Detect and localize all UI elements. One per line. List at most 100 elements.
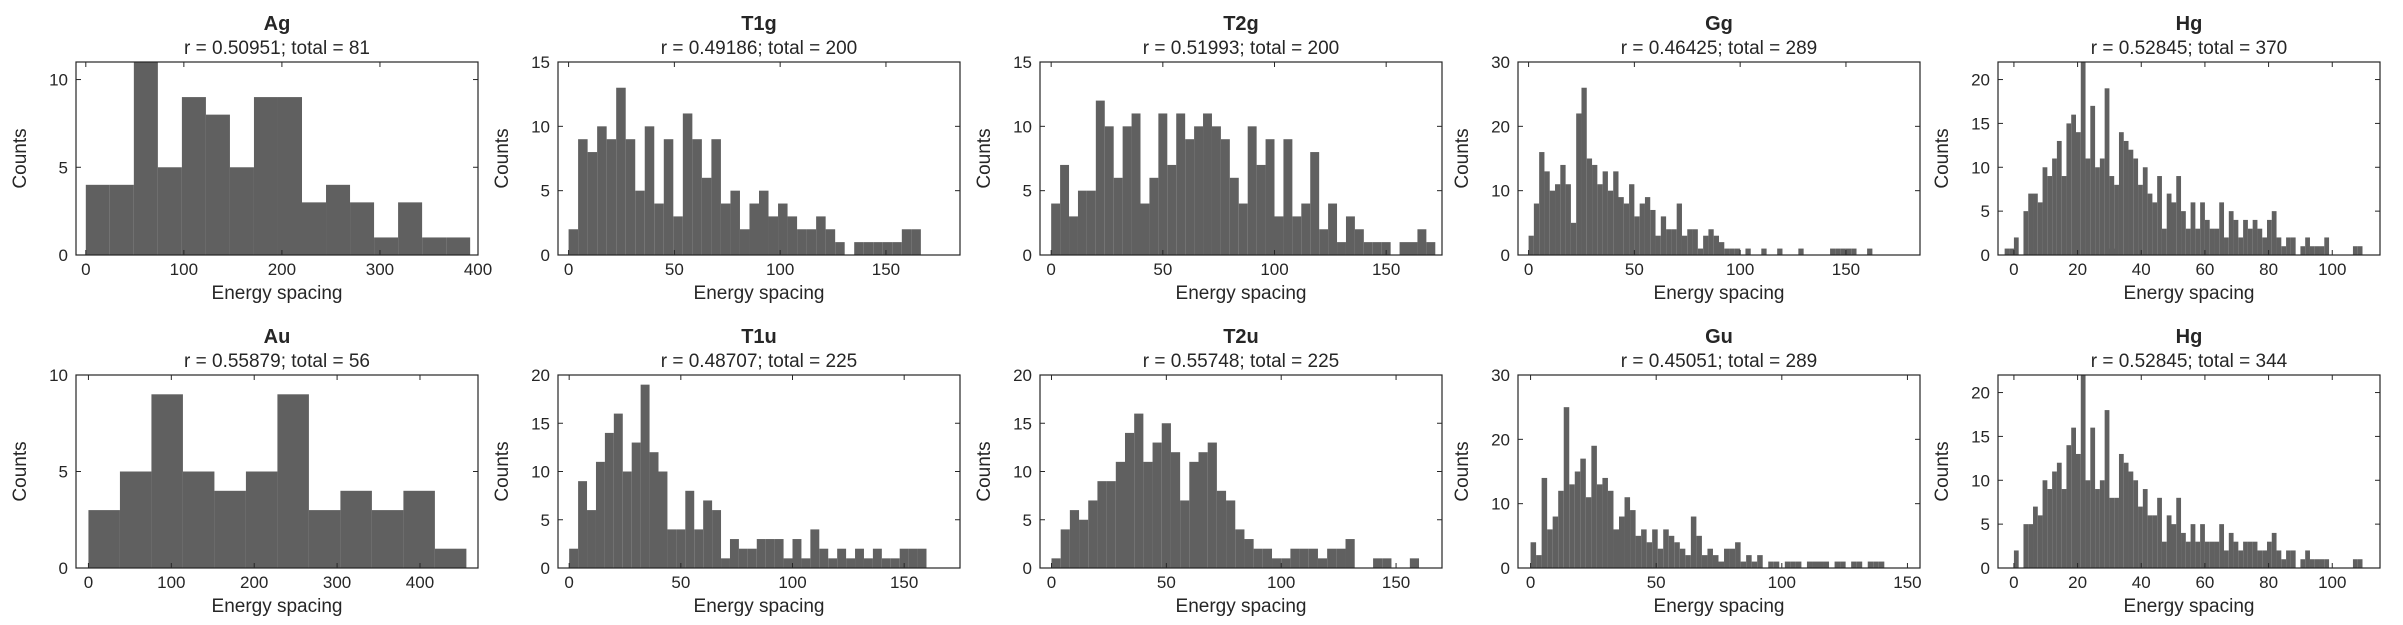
- histogram-bar: [685, 490, 695, 568]
- histogram-bar: [1226, 500, 1236, 568]
- histogram-bar: [673, 216, 683, 255]
- histogram-bar: [890, 558, 900, 568]
- panel-subtitle: r = 0.50951; total = 81: [184, 38, 370, 59]
- histogram-bar: [2099, 158, 2105, 255]
- y-tick-label: 5: [59, 158, 68, 177]
- histogram-bar: [2161, 541, 2167, 568]
- histogram-bar: [2114, 184, 2119, 255]
- y-tick-label: 0: [541, 559, 550, 578]
- histogram-bar: [2190, 524, 2196, 568]
- histogram-bar: [649, 452, 659, 568]
- histogram-bar: [2056, 140, 2062, 255]
- histogram-bar: [606, 139, 617, 255]
- histogram-bar: [828, 558, 838, 568]
- histogram-bar: [1597, 184, 1603, 255]
- histogram-bar: [2037, 515, 2043, 568]
- histogram-bar: [663, 139, 674, 255]
- x-axis-label: Energy spacing: [1176, 596, 1307, 617]
- histogram-bar: [825, 229, 836, 255]
- y-tick-label: 0: [1501, 559, 1510, 578]
- x-tick-label: 50: [671, 573, 690, 592]
- histogram-bar: [2037, 202, 2043, 255]
- histogram-bar: [214, 490, 246, 568]
- x-tick-label: 60: [2195, 573, 2214, 592]
- histogram-bar: [403, 490, 435, 568]
- histogram-bar: [2214, 541, 2220, 568]
- histogram-bar: [1729, 548, 1736, 568]
- histogram-bar: [1613, 529, 1620, 568]
- histogram-bar: [2190, 202, 2196, 255]
- histogram-bar: [749, 203, 759, 255]
- histogram-bar: [2133, 158, 2139, 255]
- histogram-bar: [1712, 555, 1719, 568]
- y-tick-label: 5: [541, 511, 550, 530]
- y-axis-label: Counts: [10, 128, 31, 188]
- histogram-bar: [654, 203, 664, 255]
- histogram-bar: [1301, 203, 1311, 255]
- histogram-bar: [1060, 529, 1070, 568]
- histogram-bar: [1229, 177, 1239, 255]
- y-axis-label: Counts: [492, 441, 513, 501]
- histogram-bar: [1707, 548, 1713, 568]
- panel-subtitle: r = 0.55879; total = 56: [184, 351, 370, 372]
- y-axis-label: Counts: [1932, 128, 1953, 188]
- histogram-bar: [1409, 558, 1420, 568]
- histogram-bar: [151, 394, 183, 568]
- histogram-bar: [2071, 114, 2076, 256]
- histogram-bar: [2305, 237, 2310, 255]
- histogram-bar: [911, 229, 921, 255]
- histogram-bar: [2266, 541, 2272, 568]
- histogram-bar: [2042, 167, 2048, 255]
- histogram-bar: [2171, 202, 2177, 255]
- histogram-bar: [1207, 442, 1217, 568]
- histogram-bar: [371, 510, 404, 568]
- histogram-bar: [846, 558, 856, 568]
- histogram-bar: [806, 229, 817, 255]
- histogram-bar: [2290, 550, 2296, 568]
- histogram-bar: [765, 539, 775, 568]
- histogram-bar: [1867, 561, 1874, 568]
- histogram-bar: [711, 139, 721, 255]
- histogram-bar: [1652, 529, 1658, 568]
- histogram-bar: [1878, 561, 1885, 568]
- histogram-bar: [1668, 535, 1675, 568]
- x-tick-label: 20: [2068, 573, 2087, 592]
- histogram-bar: [1549, 190, 1556, 255]
- histogram-bar: [2228, 532, 2234, 568]
- y-tick-label: 0: [1023, 246, 1032, 265]
- y-axis-label: Counts: [492, 128, 513, 188]
- histogram-bar: [2118, 453, 2124, 568]
- x-tick-label: 300: [323, 573, 351, 592]
- panel-subtitle: r = 0.46425; total = 289: [1621, 38, 1818, 59]
- histogram-bar: [2195, 228, 2201, 255]
- histogram-bar: [350, 202, 375, 255]
- histogram-bar: [595, 461, 605, 568]
- x-tick-label: 50: [1157, 573, 1176, 592]
- histogram-bar: [1777, 248, 1783, 255]
- histogram-bar: [326, 184, 351, 255]
- histogram-bar: [1724, 248, 1730, 255]
- histogram-bar: [2099, 480, 2105, 568]
- histogram-bar: [667, 529, 677, 568]
- histogram-bar: [2276, 237, 2282, 255]
- histogram-bar: [1235, 529, 1245, 568]
- histogram-bar: [1657, 548, 1664, 568]
- histogram-bar: [2166, 193, 2172, 255]
- histogram-bar: [1106, 481, 1116, 568]
- histogram-bar: [2142, 167, 2148, 255]
- axes-box: [1997, 374, 2381, 569]
- histogram-bar: [1290, 548, 1300, 568]
- panel-title: T1u: [741, 326, 777, 348]
- histogram-bar: [1812, 561, 1818, 568]
- histogram-bar: [778, 203, 788, 255]
- histogram-bar: [2028, 524, 2034, 568]
- x-tick-label: 100: [1726, 260, 1754, 279]
- histogram-bar: [2066, 123, 2072, 255]
- histogram-bar: [2023, 211, 2029, 255]
- histogram-bar: [819, 548, 829, 568]
- y-tick-label: 10: [1491, 495, 1510, 514]
- histogram-bar: [2204, 219, 2210, 255]
- x-tick-label: 400: [406, 573, 434, 592]
- histogram-bar: [613, 413, 623, 568]
- histogram-bar: [837, 548, 847, 568]
